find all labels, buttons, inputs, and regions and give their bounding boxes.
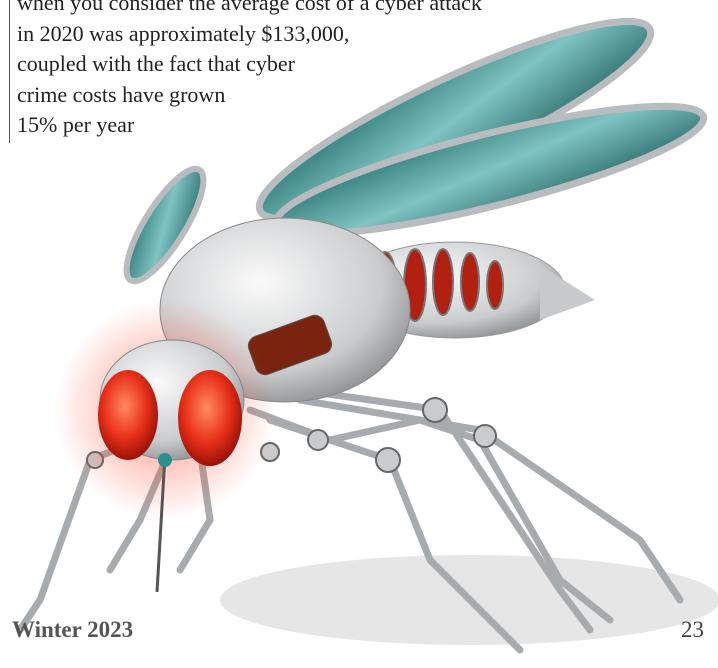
page: {"pull_quote": {"lines": ["when you cons…	[0, 0, 718, 668]
quote-line: crime costs have grown	[17, 80, 577, 111]
quote-line: 15% per year	[17, 110, 577, 141]
quote-line: when you consider the average cost of a …	[17, 0, 577, 19]
proboscis-tip	[158, 453, 172, 467]
left-eye	[98, 370, 158, 460]
quote-rule	[9, 0, 10, 143]
right-eye	[178, 370, 242, 466]
quote-line: in 2020 was approximately $133,000,	[17, 19, 577, 50]
quote-line: coupled with the fact that cyber	[17, 49, 577, 80]
page-number: 23	[681, 617, 704, 643]
issue-label: Winter 2023	[12, 617, 133, 643]
pull-quote: when you consider the average cost of a …	[17, 0, 577, 141]
